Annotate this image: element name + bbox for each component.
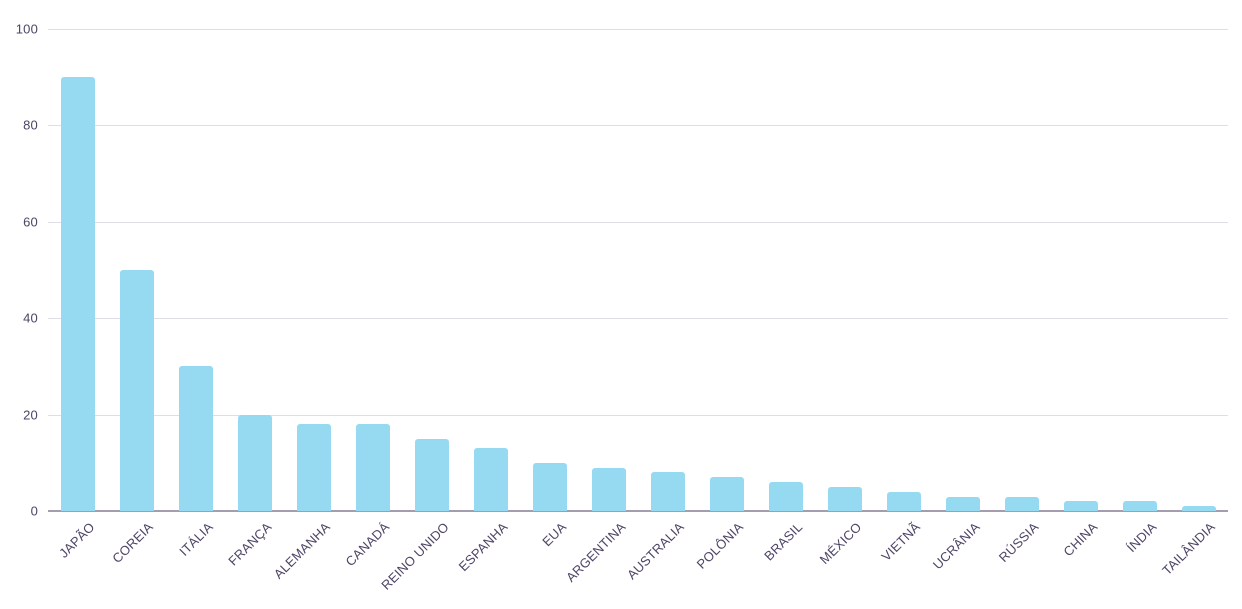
grid-line — [48, 318, 1228, 320]
bar-group: JAPÃO — [48, 29, 107, 561]
bar-group: MÉXICO — [815, 29, 874, 567]
bar-alemanha[interactable] — [296, 424, 331, 511]
bar-group: REINO UNIDO — [378, 29, 461, 593]
bar-frança[interactable] — [237, 414, 272, 511]
bar-canadá[interactable] — [355, 424, 390, 511]
bar-group: ÍNDIA — [1110, 29, 1169, 555]
bar-rússia[interactable] — [1004, 496, 1039, 511]
bar-group: ALEMANHA — [271, 29, 343, 582]
bar-group: CHINA — [1051, 29, 1110, 559]
y-tick-label: 100 — [15, 21, 38, 37]
bar-group: TAILÂNDIA — [1160, 29, 1228, 578]
y-tick-label: 80 — [23, 117, 38, 133]
bar-reino-unido[interactable] — [414, 438, 449, 511]
bar-group: ITÁLIA — [166, 29, 225, 559]
grid-line — [48, 414, 1228, 416]
bar-china[interactable] — [1063, 501, 1098, 511]
bar-polônia[interactable] — [709, 477, 744, 511]
bar-group: RÚSSIA — [992, 29, 1051, 565]
y-tick-label: 60 — [23, 214, 38, 230]
bar-méxico[interactable] — [827, 486, 862, 511]
bar-group: ARGENTINA — [563, 29, 638, 585]
x-axis-line — [48, 510, 1228, 512]
y-tick-label: 20 — [23, 407, 38, 423]
bar-group: VIETNÃ — [874, 29, 933, 564]
bar-group: COREIA — [107, 29, 166, 566]
bar-group: POLÔNIA — [694, 29, 756, 572]
bar-itália[interactable] — [178, 366, 213, 511]
bar-group: UCRÂNIA — [929, 29, 992, 572]
grid-line — [48, 125, 1228, 127]
bar-group: FRANÇA — [225, 29, 284, 569]
bar-coreia[interactable] — [119, 270, 154, 511]
bar-eua[interactable] — [532, 462, 567, 511]
grid-line — [48, 221, 1228, 223]
bar-japão[interactable] — [60, 77, 95, 511]
bar-australia[interactable] — [650, 472, 685, 511]
bar-argentina[interactable] — [591, 467, 626, 511]
bar-group: BRASIL — [756, 29, 815, 563]
y-tick-label: 40 — [23, 310, 38, 326]
bar-índia[interactable] — [1122, 501, 1157, 511]
bar-tailândia[interactable] — [1181, 506, 1216, 511]
bar-brasil[interactable] — [768, 482, 803, 511]
bar-group: EUA — [520, 29, 579, 549]
bar-group: ESPANHA — [456, 29, 520, 574]
bar-espanha[interactable] — [473, 448, 508, 511]
y-tick-label: 0 — [30, 503, 38, 519]
bar-group: CANADÁ — [343, 29, 402, 569]
grid-line — [48, 29, 1228, 30]
plot-area: JAPÃO COREIA ITÁLIA FRANÇA ALEMANHA CANADÁ REI… — [48, 29, 1228, 593]
bar-vietnã[interactable] — [886, 491, 921, 511]
bar-ucrânia[interactable] — [945, 496, 980, 511]
bar-group: AUSTRALIA — [624, 29, 697, 582]
